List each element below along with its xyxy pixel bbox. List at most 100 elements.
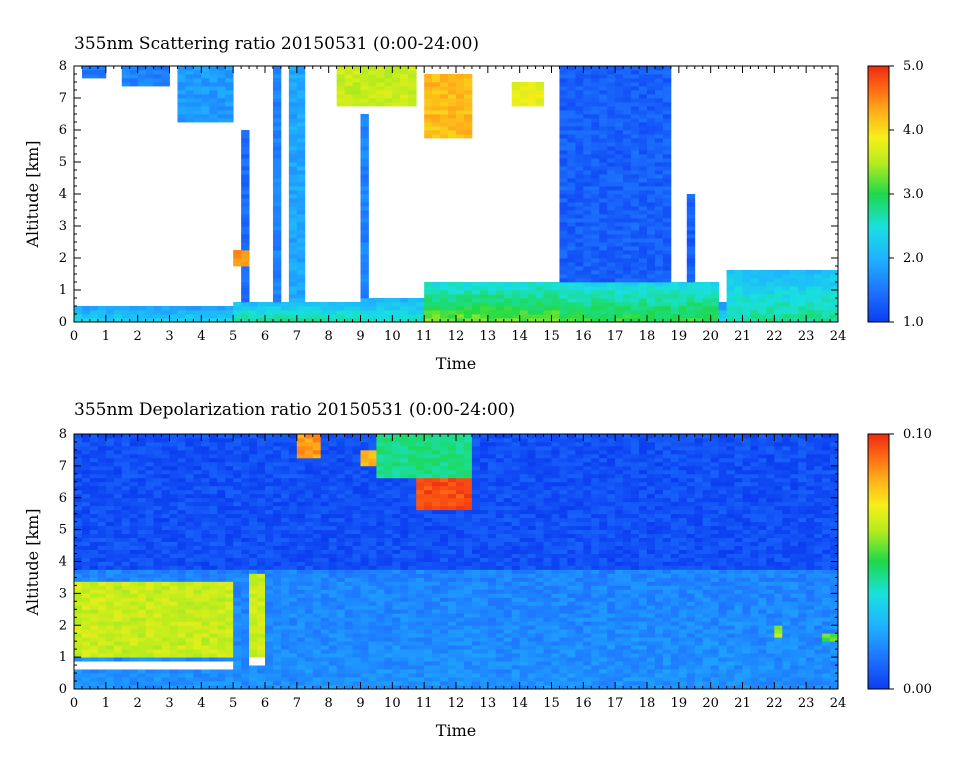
heatmap-cell xyxy=(312,461,322,467)
heatmap-cell xyxy=(249,609,258,614)
heatmap-cell xyxy=(448,290,457,295)
heatmap-cell xyxy=(249,485,258,491)
heatmap-cell xyxy=(185,605,194,610)
heatmap-cell xyxy=(153,437,162,443)
heatmap-cell xyxy=(121,66,131,71)
heatmap-cell xyxy=(225,581,234,586)
heatmap-cell xyxy=(782,290,791,295)
heatmap-cell xyxy=(105,481,115,487)
heatmap-cell xyxy=(360,601,369,606)
heatmap-cell xyxy=(320,441,330,447)
heatmap-cell xyxy=(320,677,330,682)
heatmap-cell xyxy=(129,533,139,538)
heatmap-cell xyxy=(344,78,353,83)
heatmap-cell xyxy=(241,437,250,443)
heatmap-cell xyxy=(209,661,218,666)
heatmap-cell xyxy=(97,441,107,447)
heatmap-cell xyxy=(424,102,433,107)
heatmap-cell xyxy=(352,517,361,523)
heatmap-cell xyxy=(97,74,107,79)
heatmap-cell xyxy=(288,665,298,670)
heatmap-cell xyxy=(615,158,624,163)
heatmap-cell xyxy=(511,298,521,303)
heatmap-cell xyxy=(448,98,457,103)
heatmap-cell xyxy=(288,445,298,451)
heatmap-cell xyxy=(265,465,274,471)
heatmap-cell xyxy=(328,629,338,634)
heatmap-cell xyxy=(145,549,154,554)
heatmap-cell xyxy=(257,661,266,666)
heatmap-cell xyxy=(599,146,608,151)
heatmap-cell xyxy=(241,529,250,535)
heatmap-cell xyxy=(288,142,298,147)
heatmap-cell xyxy=(312,641,322,646)
heatmap-cell xyxy=(360,645,369,650)
heatmap-cell xyxy=(161,649,170,654)
heatmap-cell xyxy=(74,621,83,626)
heatmap-cell xyxy=(631,234,640,239)
heatmap-cell xyxy=(376,86,385,91)
heatmap-cell xyxy=(137,505,147,511)
heatmap-cell xyxy=(599,294,608,299)
heatmap-cell xyxy=(694,282,704,287)
heatmap-cell xyxy=(233,649,242,654)
heatmap-cell xyxy=(288,282,298,287)
heatmap-cell xyxy=(145,557,154,562)
heatmap-cell xyxy=(257,577,266,582)
heatmap-cell xyxy=(177,66,186,71)
heatmap-cell xyxy=(567,250,576,255)
heatmap-cell xyxy=(384,685,393,690)
heatmap-cell xyxy=(74,645,83,650)
heatmap-cell xyxy=(129,557,139,562)
heatmap-cell xyxy=(631,74,640,79)
heatmap-cell xyxy=(257,501,266,507)
heatmap-cell xyxy=(161,521,170,527)
heatmap-cell xyxy=(145,645,154,650)
heatmap-cell xyxy=(241,537,250,542)
heatmap-cell xyxy=(456,74,465,79)
heatmap-cell xyxy=(368,485,377,491)
heatmap-cell xyxy=(105,653,115,658)
heatmap-cell xyxy=(129,681,139,686)
heatmap-cell xyxy=(257,541,266,546)
heatmap-cell xyxy=(209,114,218,119)
heatmap-cell xyxy=(137,645,147,650)
heatmap-cell xyxy=(479,314,489,319)
heatmap-cell xyxy=(654,114,664,119)
heatmap-cell xyxy=(448,314,457,319)
heatmap-cell xyxy=(639,158,648,163)
heatmap-cell xyxy=(631,66,640,71)
heatmap-cell xyxy=(511,98,521,103)
heatmap-cell xyxy=(121,637,131,642)
heatmap-cell xyxy=(113,318,123,323)
heatmap-cell xyxy=(599,278,608,283)
heatmap-cell xyxy=(535,98,544,103)
heatmap-cell xyxy=(726,318,735,323)
heatmap-cell xyxy=(312,673,322,678)
heatmap-cell xyxy=(288,122,298,127)
heatmap-cell xyxy=(424,106,433,111)
heatmap-cell xyxy=(137,485,147,491)
heatmap-cell xyxy=(209,593,218,598)
heatmap-cell xyxy=(257,585,266,590)
heatmap-cell xyxy=(113,501,123,507)
heatmap-cell xyxy=(631,150,640,155)
heatmap-cell xyxy=(161,657,170,662)
heatmap-cell xyxy=(121,485,131,491)
heatmap-cell xyxy=(758,274,767,279)
heatmap-cell xyxy=(328,501,338,507)
heatmap-cell xyxy=(631,118,640,123)
heatmap-cell xyxy=(272,489,282,495)
heatmap-cell xyxy=(272,242,282,247)
heatmap-cell xyxy=(567,130,576,135)
heatmap-cell xyxy=(479,286,489,291)
heatmap-cell xyxy=(456,114,465,119)
heatmap-cell xyxy=(137,457,147,463)
heatmap-cell xyxy=(137,545,147,550)
heatmap-cell xyxy=(137,434,147,439)
heatmap-cell xyxy=(272,649,282,654)
heatmap-cell xyxy=(583,162,592,167)
heatmap-cell xyxy=(623,314,632,319)
heatmap-cell xyxy=(185,453,194,459)
heatmap-cell xyxy=(129,545,139,550)
